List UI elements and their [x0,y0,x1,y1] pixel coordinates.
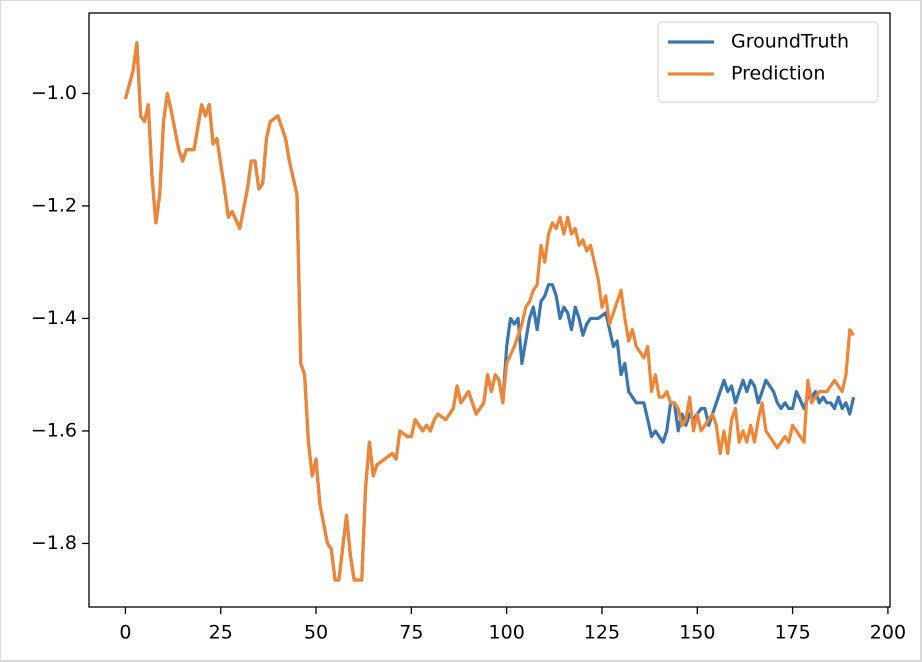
y-tick-label: −1.0 [31,82,77,104]
x-tick-label: 150 [679,622,715,644]
y-tick-label: −1.2 [31,194,77,216]
x-tick-label: 25 [209,622,233,644]
x-tick-label: 75 [399,622,423,644]
x-tick-label: 50 [304,622,328,644]
legend-label: Prediction [731,63,825,85]
y-tick-label: −1.8 [31,532,77,554]
x-tick-label: 200 [870,622,906,644]
x-tick-label: 175 [774,622,810,644]
x-tick-label: 0 [119,622,131,644]
y-tick-label: −1.6 [31,419,77,441]
y-tick-label: −1.4 [31,307,77,329]
series-line [123,41,855,582]
legend-label: GroundTruth [731,31,849,53]
plot-frame [88,12,891,608]
x-tick-label: 125 [584,622,620,644]
x-tick-label: 100 [489,622,525,644]
